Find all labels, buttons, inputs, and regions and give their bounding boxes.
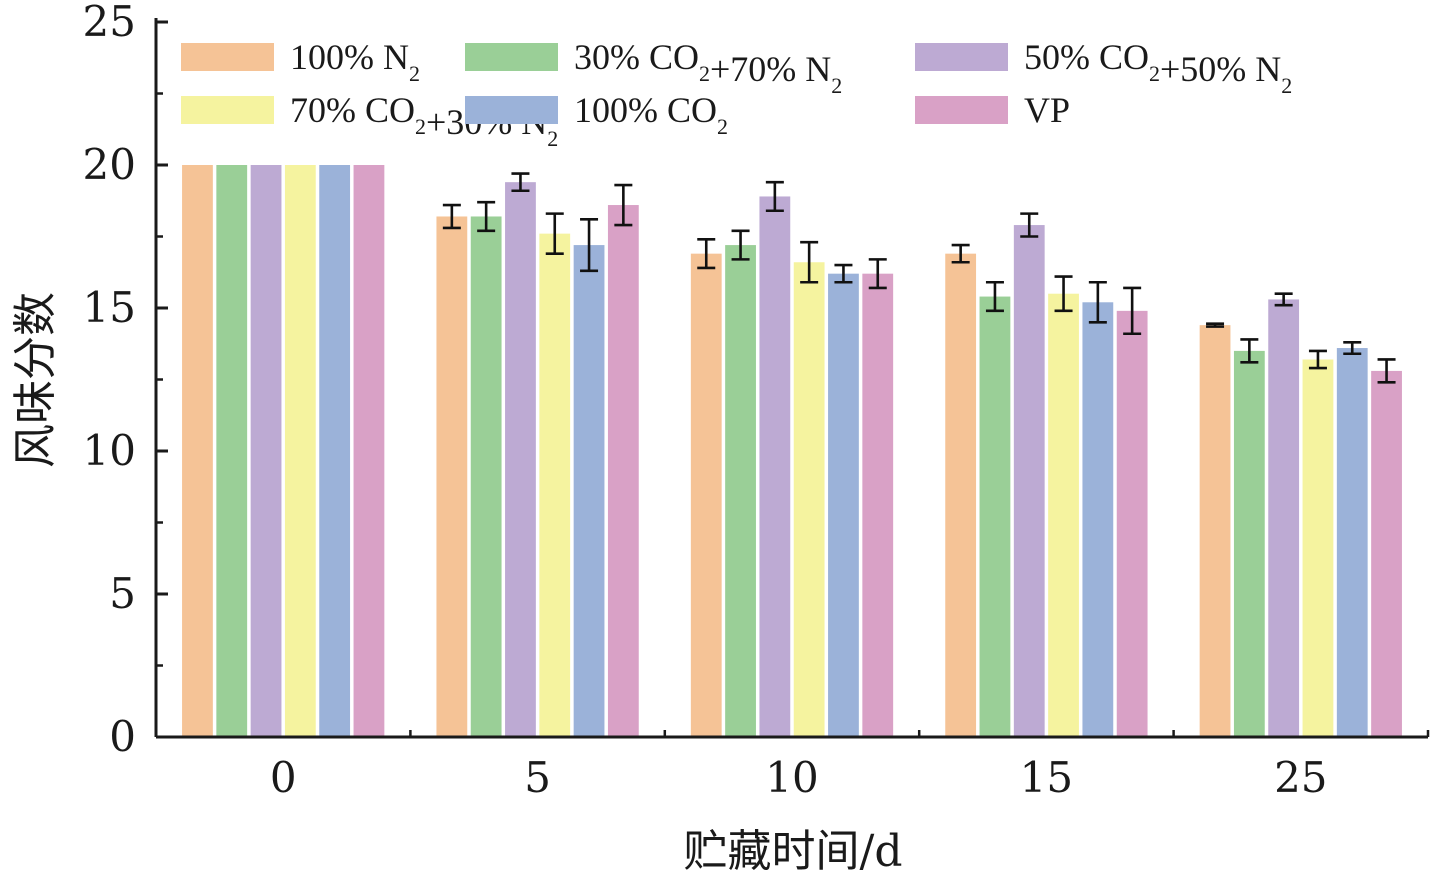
error-bar-10-2 [765,180,784,213]
y-tick-label: 10 [83,426,136,475]
error-bar-25-4 [1343,341,1362,356]
error-bar-15-5 [1123,286,1142,336]
error-bar-15-2 [1020,212,1039,238]
legend-item: 100% CO2 [465,90,728,139]
bar-25-5 [1371,370,1402,737]
error-bar-25-0 [1206,322,1225,328]
bar-5-0 [436,216,468,738]
bar-15-3 [1048,293,1079,737]
bar-0-3 [284,165,316,737]
error-bar-10-4 [834,263,853,284]
error-bar-5-0 [442,203,461,230]
bar-10-5 [862,273,894,737]
bar-25-3 [1302,359,1334,737]
legend-item: 100% N2 [181,37,420,86]
error-bar-5-4 [580,218,599,273]
y-tick-label: 15 [83,283,136,332]
bar-0-1 [216,165,248,737]
y-axis-title: 风味分数 [10,292,61,468]
x-tick-label: 15 [1020,753,1073,802]
legend-label: 30% CO2+70% N2 [574,37,842,98]
bar-5-2 [505,182,536,737]
error-bar-25-3 [1308,349,1327,370]
y-tick-label: 20 [83,140,136,189]
error-bar-25-2 [1274,292,1293,307]
bar-15-4 [1082,302,1114,737]
bar-5-4 [573,245,605,737]
error-bar-15-4 [1088,280,1107,324]
legend-item: 30% CO2+70% N2 [465,37,842,98]
bar-0-2 [250,165,282,737]
legend-swatch [465,43,558,71]
error-bar-10-1 [731,229,750,261]
legend-item: 50% CO2+50% N2 [915,37,1292,98]
x-axis: 0 5 10 15 25 [156,730,1430,802]
legend-label: 100% CO2 [574,90,728,139]
bar-5-5 [607,205,639,738]
y-tick-label: 5 [109,569,136,618]
bars-group [182,165,1402,738]
bar-5-3 [539,233,571,737]
error-bars-group [442,172,1396,384]
error-bar-15-3 [1054,275,1073,313]
bar-10-3 [793,262,825,737]
x-tick-label: 25 [1274,753,1327,802]
error-bar-25-1 [1240,338,1259,364]
bar-10-0 [690,253,722,737]
error-bar-5-2 [511,172,530,193]
y-tick-label: 25 [83,0,136,46]
bar-25-2 [1268,299,1300,737]
bar-25-1 [1233,350,1265,737]
error-bar-15-1 [985,280,1004,313]
error-bar-5-5 [614,183,633,227]
bar-0-4 [319,165,351,737]
x-tick-label: 5 [524,753,551,802]
legend-swatch [181,43,274,71]
x-tick-label: 0 [270,753,297,802]
legend-item: VP [915,90,1070,130]
bar-15-2 [1013,225,1045,737]
error-bar-10-3 [800,240,819,284]
error-bar-5-1 [477,200,496,233]
bar-15-5 [1116,310,1148,737]
legend-swatch [915,96,1008,124]
error-bar-10-5 [868,258,887,290]
y-axis: 0 5 10 15 20 25 [83,0,168,761]
legend-label: 100% N2 [290,37,420,86]
bar-10-2 [759,196,791,737]
y-tick-label: 0 [109,712,136,761]
bar-15-0 [945,253,977,737]
bar-10-4 [828,273,859,737]
bar-0-0 [182,165,213,737]
bar-25-4 [1336,348,1368,737]
bar-5-1 [470,216,502,738]
error-bar-15-0 [951,243,970,264]
legend-swatch [181,96,274,124]
bar-10-1 [725,245,756,737]
x-axis-title: 贮藏时间/d [684,826,903,877]
legend-swatch [915,43,1008,71]
bar-15-1 [979,296,1011,737]
legend-swatch [465,96,558,124]
bar-0-5 [353,165,385,737]
error-bar-10-0 [697,238,716,270]
error-bar-5-3 [545,212,564,255]
legend-label: VP [1024,90,1070,130]
x-tick-label: 10 [765,753,818,802]
error-bar-25-5 [1377,358,1396,384]
bar-25-0 [1199,325,1231,737]
legend-label: 50% CO2+50% N2 [1024,37,1292,98]
